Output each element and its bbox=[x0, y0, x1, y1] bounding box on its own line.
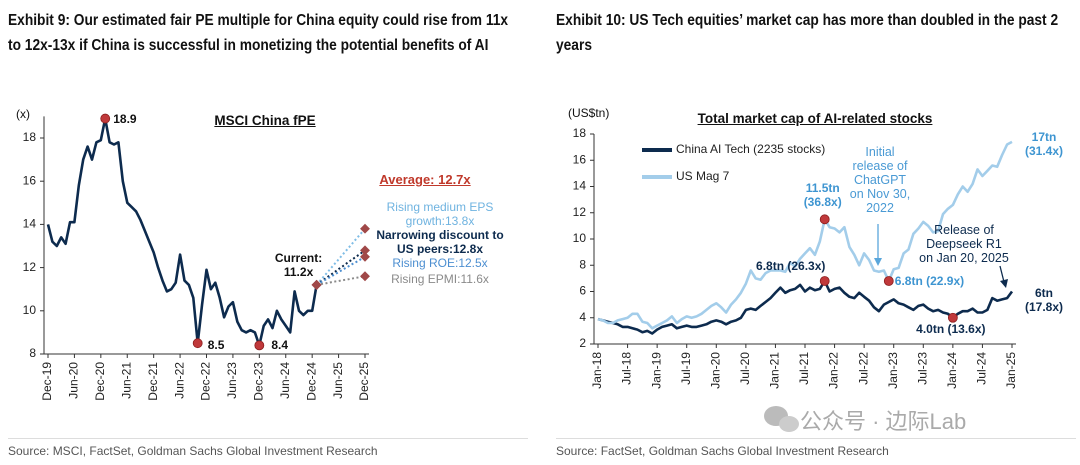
x-tick-label: Jan-21 bbox=[768, 352, 782, 389]
y-tick-label: 14 bbox=[573, 179, 587, 193]
x-tick-label: Dec-24 bbox=[304, 362, 318, 401]
series-line bbox=[315, 228, 366, 286]
legend-label: China AI Tech (2235 stocks) bbox=[676, 142, 825, 156]
data-label: Current: 11.2x bbox=[274, 250, 323, 279]
x-tick-label: Jul-21 bbox=[797, 352, 811, 385]
series-label: Rising EPMI:11.6x bbox=[391, 272, 489, 286]
chart-title: Exhibit 9: Our estimated fair PE multipl… bbox=[8, 12, 509, 54]
y-tick-label: 12 bbox=[23, 260, 37, 274]
point-marker bbox=[360, 271, 370, 282]
point-marker bbox=[360, 251, 370, 262]
annotation: Initial release of ChatGPT on Nov 30, 20… bbox=[849, 145, 911, 215]
watermark: 公众号 · 边际Lab bbox=[800, 409, 967, 434]
y-tick-label: 12 bbox=[573, 205, 587, 219]
x-tick-label: Dec-25 bbox=[357, 362, 371, 401]
chart-subtitle: MSCI China fPE bbox=[214, 113, 316, 128]
point-marker bbox=[883, 276, 894, 286]
x-tick-label: Jun-22 bbox=[172, 362, 186, 399]
data-label: 8.4 bbox=[271, 338, 289, 353]
source-note: Source: FactSet, Goldman Sachs Global In… bbox=[556, 438, 1076, 458]
point-marker bbox=[360, 245, 370, 256]
point-marker bbox=[311, 279, 322, 290]
x-tick-label: Dec-20 bbox=[93, 362, 107, 401]
point-marker bbox=[819, 276, 830, 286]
series-line bbox=[597, 140, 1013, 330]
data-label: 6.8tn (26.3x) bbox=[756, 259, 826, 273]
y-axis-label: (US$tn) bbox=[568, 106, 610, 120]
x-tick-label: Jun-21 bbox=[119, 362, 133, 399]
x-tick-label: Dec-22 bbox=[199, 362, 213, 401]
x-tick-label: Jan-22 bbox=[827, 352, 841, 389]
series-line bbox=[46, 117, 318, 347]
y-tick-label: 4 bbox=[579, 310, 586, 324]
x-tick-label: Jun-24 bbox=[278, 362, 292, 399]
point-marker bbox=[100, 113, 111, 124]
series-label: Rising ROE:12.5x bbox=[392, 256, 488, 270]
x-tick-label: Jan-19 bbox=[649, 352, 663, 389]
y-tick-label: 8 bbox=[579, 257, 586, 271]
y-tick-label: 6 bbox=[579, 284, 586, 298]
data-label: 6tn (17.8x) bbox=[1024, 285, 1064, 314]
data-label: 18.9 bbox=[113, 111, 137, 126]
x-tick-label: Jan-18 bbox=[590, 352, 604, 389]
watermark-icon bbox=[764, 406, 799, 432]
y-tick-label: 16 bbox=[23, 173, 37, 187]
y-tick-label: 2 bbox=[579, 336, 586, 350]
series-line bbox=[316, 275, 366, 286]
x-tick-label: Jul-20 bbox=[738, 352, 752, 385]
y-tick-label: 8 bbox=[29, 346, 36, 360]
x-tick-label: Jul-24 bbox=[975, 352, 989, 385]
annotation: Release of Deepseek R1 on Jan 20, 2025 bbox=[919, 223, 1009, 265]
series-label: Rising medium EPS growth:13.8x bbox=[386, 200, 494, 228]
y-tick-label: 18 bbox=[23, 130, 37, 144]
x-tick-label: Jan-20 bbox=[708, 352, 722, 389]
x-tick-label: Jan-24 bbox=[945, 352, 959, 389]
x-tick-label: Jan-25 bbox=[1004, 352, 1018, 389]
point-marker bbox=[192, 338, 203, 349]
x-tick-label: Jan-23 bbox=[886, 352, 900, 389]
point-marker bbox=[360, 223, 370, 234]
x-tick-label: Jul-19 bbox=[679, 352, 693, 385]
x-tick-label: Jul-22 bbox=[856, 352, 870, 385]
data-label: 11.5tn (36.8x) bbox=[803, 181, 842, 210]
y-tick-label: 10 bbox=[23, 303, 37, 317]
point-marker bbox=[819, 214, 830, 225]
point-marker bbox=[947, 312, 958, 323]
y-tick-label: 14 bbox=[23, 217, 37, 231]
x-tick-label: Jun-20 bbox=[67, 362, 81, 399]
series-label: Narrowing discount to US peers:12.8x bbox=[376, 228, 504, 256]
annotation-arrow bbox=[874, 224, 882, 266]
chart-title: Exhibit 10: US Tech equities’ market cap… bbox=[556, 12, 1059, 54]
x-tick-label: Dec-19 bbox=[40, 362, 54, 401]
point-marker bbox=[254, 340, 265, 351]
y-tick-label: 18 bbox=[573, 126, 587, 140]
x-tick-label: Jul-23 bbox=[915, 352, 929, 385]
y-tick-label: 10 bbox=[573, 231, 587, 245]
x-tick-label: Jul-18 bbox=[620, 352, 634, 385]
y-axis-label: (x) bbox=[16, 107, 30, 121]
x-tick-label: Dec-23 bbox=[252, 362, 266, 401]
annotation-arrow bbox=[999, 265, 1008, 288]
series-line bbox=[316, 255, 366, 286]
x-tick-label: Jun-23 bbox=[225, 362, 239, 399]
data-label: 17tn (31.4x) bbox=[1024, 129, 1064, 158]
source-note: Source: MSCI, FactSet, Goldman Sachs Glo… bbox=[8, 438, 528, 458]
x-tick-label: Dec-21 bbox=[146, 362, 160, 401]
x-tick-label: Jun-25 bbox=[331, 362, 345, 399]
data-label: 8.5 bbox=[207, 338, 225, 353]
chart-subtitle: Total market cap of AI-related stocks bbox=[697, 111, 933, 126]
legend-label: US Mag 7 bbox=[676, 169, 730, 183]
annotation: Average: 12.7x bbox=[379, 172, 471, 187]
data-label: 4.0tn (13.6x) bbox=[916, 321, 986, 336]
data-label: 6.8tn (22.9x) bbox=[894, 274, 965, 288]
y-tick-label: 16 bbox=[573, 152, 587, 166]
series-line bbox=[597, 279, 1014, 335]
